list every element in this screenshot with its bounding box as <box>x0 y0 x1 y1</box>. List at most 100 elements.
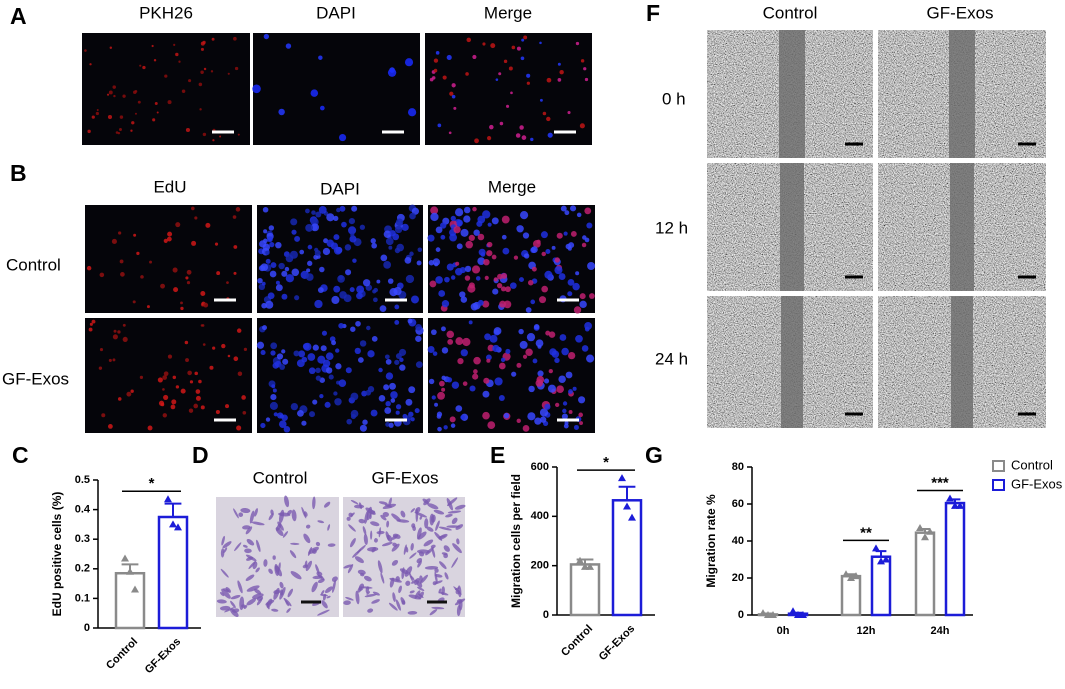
y-tick-label: 20 <box>732 572 744 584</box>
cell <box>188 79 192 83</box>
cell <box>518 328 524 335</box>
cell <box>447 497 458 507</box>
cell <box>225 587 231 593</box>
cell <box>275 280 280 285</box>
cell <box>580 59 585 63</box>
cell <box>87 129 91 134</box>
cell <box>285 274 295 283</box>
cell <box>486 358 491 363</box>
cell <box>575 41 580 46</box>
cell <box>455 405 463 412</box>
cell <box>365 507 376 515</box>
cell <box>273 587 280 600</box>
cell <box>157 377 163 383</box>
cell <box>339 291 347 299</box>
cell <box>410 417 415 422</box>
cell <box>325 367 333 374</box>
cell <box>359 424 367 432</box>
cell <box>370 521 380 527</box>
cell <box>308 546 319 554</box>
cell <box>305 208 310 214</box>
cell <box>240 508 251 514</box>
cell <box>520 56 525 61</box>
cell <box>489 124 494 130</box>
cell <box>557 62 561 66</box>
y-tick-label: 0.4 <box>75 504 91 516</box>
y-tick-label: 40 <box>732 535 744 547</box>
error-bar <box>164 502 182 517</box>
micrograph <box>253 33 420 145</box>
cell <box>439 561 447 570</box>
cell <box>352 258 357 263</box>
cell <box>494 377 503 386</box>
cell <box>305 560 313 572</box>
cell <box>489 334 498 343</box>
cell <box>353 504 365 509</box>
cell <box>578 412 584 418</box>
cell <box>414 408 420 414</box>
cell <box>528 279 534 286</box>
cell <box>382 503 397 510</box>
cell <box>477 215 486 224</box>
cell <box>539 408 549 417</box>
cell <box>410 508 416 513</box>
cell <box>175 222 181 228</box>
cell <box>106 93 110 96</box>
cell <box>526 73 531 78</box>
cell <box>511 45 516 50</box>
cell <box>486 241 493 248</box>
cell <box>270 262 277 268</box>
cell <box>237 371 243 376</box>
column-title: GF-Exos <box>926 3 993 22</box>
cell <box>265 250 270 256</box>
cell <box>312 575 323 580</box>
cell <box>554 357 560 364</box>
cell <box>275 241 282 249</box>
cell <box>91 115 95 119</box>
cell <box>427 503 439 510</box>
cell <box>134 112 137 115</box>
cell <box>549 348 557 356</box>
cell <box>306 268 311 273</box>
x-tick-label: 24h <box>931 625 950 637</box>
cell <box>234 66 239 71</box>
cell <box>200 70 204 75</box>
cell <box>583 67 587 71</box>
cell <box>437 391 445 400</box>
cell <box>433 58 439 63</box>
wound <box>780 163 804 291</box>
cell <box>163 394 169 400</box>
cell <box>332 579 336 593</box>
cell <box>265 417 271 422</box>
cell <box>559 334 567 341</box>
cell <box>378 395 386 402</box>
cell <box>365 586 370 594</box>
cell <box>400 510 406 518</box>
cell <box>443 425 448 430</box>
cell <box>568 389 573 395</box>
data-point <box>872 544 880 552</box>
cell <box>486 250 493 257</box>
cell <box>387 278 394 284</box>
cell <box>307 244 313 250</box>
cell <box>588 293 595 299</box>
cell <box>388 245 393 250</box>
cell <box>404 566 413 577</box>
cell <box>505 348 511 354</box>
cell <box>387 68 397 77</box>
cell <box>236 425 242 431</box>
cell <box>175 385 180 389</box>
significance: ** <box>860 524 872 541</box>
cell <box>263 33 270 40</box>
cell <box>298 350 306 358</box>
cell <box>191 240 197 246</box>
cell <box>146 305 150 309</box>
cell <box>389 577 402 583</box>
cell <box>326 213 335 222</box>
cell <box>188 408 194 413</box>
cell <box>235 207 241 212</box>
cell <box>305 224 314 232</box>
cell <box>180 388 186 394</box>
wound <box>781 296 803 428</box>
cell <box>278 108 285 116</box>
